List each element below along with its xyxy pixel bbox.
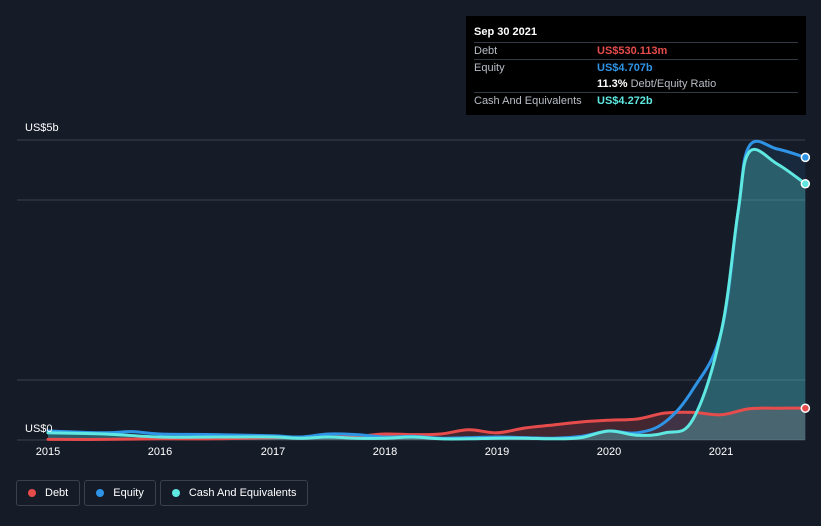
legend-item-cash[interactable]: Cash And Equivalents bbox=[159, 480, 309, 506]
debt-end-point bbox=[800, 403, 811, 413]
equity-dot-icon bbox=[96, 489, 105, 497]
tooltip-cash-label: Cash And Equivalents bbox=[474, 95, 582, 107]
series-end-markers bbox=[800, 152, 811, 413]
chart-legend: Debt Equity Cash And Equivalents bbox=[16, 480, 309, 506]
cash-end-point bbox=[800, 179, 811, 189]
tooltip-date: Sep 30 2021 bbox=[474, 26, 537, 38]
tooltip-cash-row: Cash And Equivalents US$4.272b bbox=[474, 92, 798, 109]
tooltip-debt-row: Debt US$530.113m bbox=[474, 42, 798, 59]
gridlines bbox=[17, 139, 805, 441]
legend-equity-label: Equity bbox=[113, 487, 144, 499]
y-axis-min-label: US$0 bbox=[25, 423, 53, 435]
y-axis-max-label: US$5b bbox=[25, 122, 59, 134]
tooltip-ratio-value: 11.3% bbox=[597, 78, 628, 90]
tooltip-debt-value: US$530.113m bbox=[597, 45, 668, 57]
x-tick-label: 2016 bbox=[147, 446, 173, 458]
equity-end-point bbox=[800, 152, 811, 163]
legend-cash-label: Cash And Equivalents bbox=[188, 487, 297, 499]
legend-debt-label: Debt bbox=[45, 487, 69, 499]
cash-dot-icon bbox=[171, 489, 180, 497]
debt-dot-icon bbox=[28, 489, 36, 497]
x-tick-label: 2017 bbox=[260, 446, 286, 458]
legend-item-equity[interactable]: Equity bbox=[84, 480, 156, 506]
x-tick-label: 2018 bbox=[372, 446, 398, 458]
x-tick-label: 2015 bbox=[35, 446, 61, 458]
cash-series-area bbox=[48, 149, 806, 440]
series-areas bbox=[48, 141, 806, 440]
x-tick-label: 2020 bbox=[596, 446, 622, 458]
data-tooltip: Sep 30 2021 Debt US$530.113m Equity US$4… bbox=[466, 16, 806, 115]
tooltip-cash-value: US$4.272b bbox=[597, 95, 653, 107]
tooltip-ratio-label: Debt/Equity Ratio bbox=[630, 78, 717, 90]
tooltip-equity-label: Equity bbox=[474, 62, 505, 74]
x-tick-label: 2019 bbox=[484, 446, 510, 458]
equity-series-area bbox=[48, 141, 806, 440]
tooltip-equity-row: Equity US$4.707b bbox=[474, 59, 798, 76]
equity-series-line bbox=[46, 139, 807, 440]
tooltip-debt-label: Debt bbox=[474, 45, 498, 57]
tooltip-ratio-row: 11.3% Debt/Equity Ratio bbox=[474, 76, 798, 92]
x-tick-label: 2021 bbox=[708, 446, 734, 458]
tooltip-equity-value: US$4.707b bbox=[597, 62, 653, 74]
legend-item-debt[interactable]: Debt bbox=[16, 480, 81, 506]
series-lines bbox=[46, 139, 807, 441]
cash-series-line bbox=[46, 147, 807, 441]
